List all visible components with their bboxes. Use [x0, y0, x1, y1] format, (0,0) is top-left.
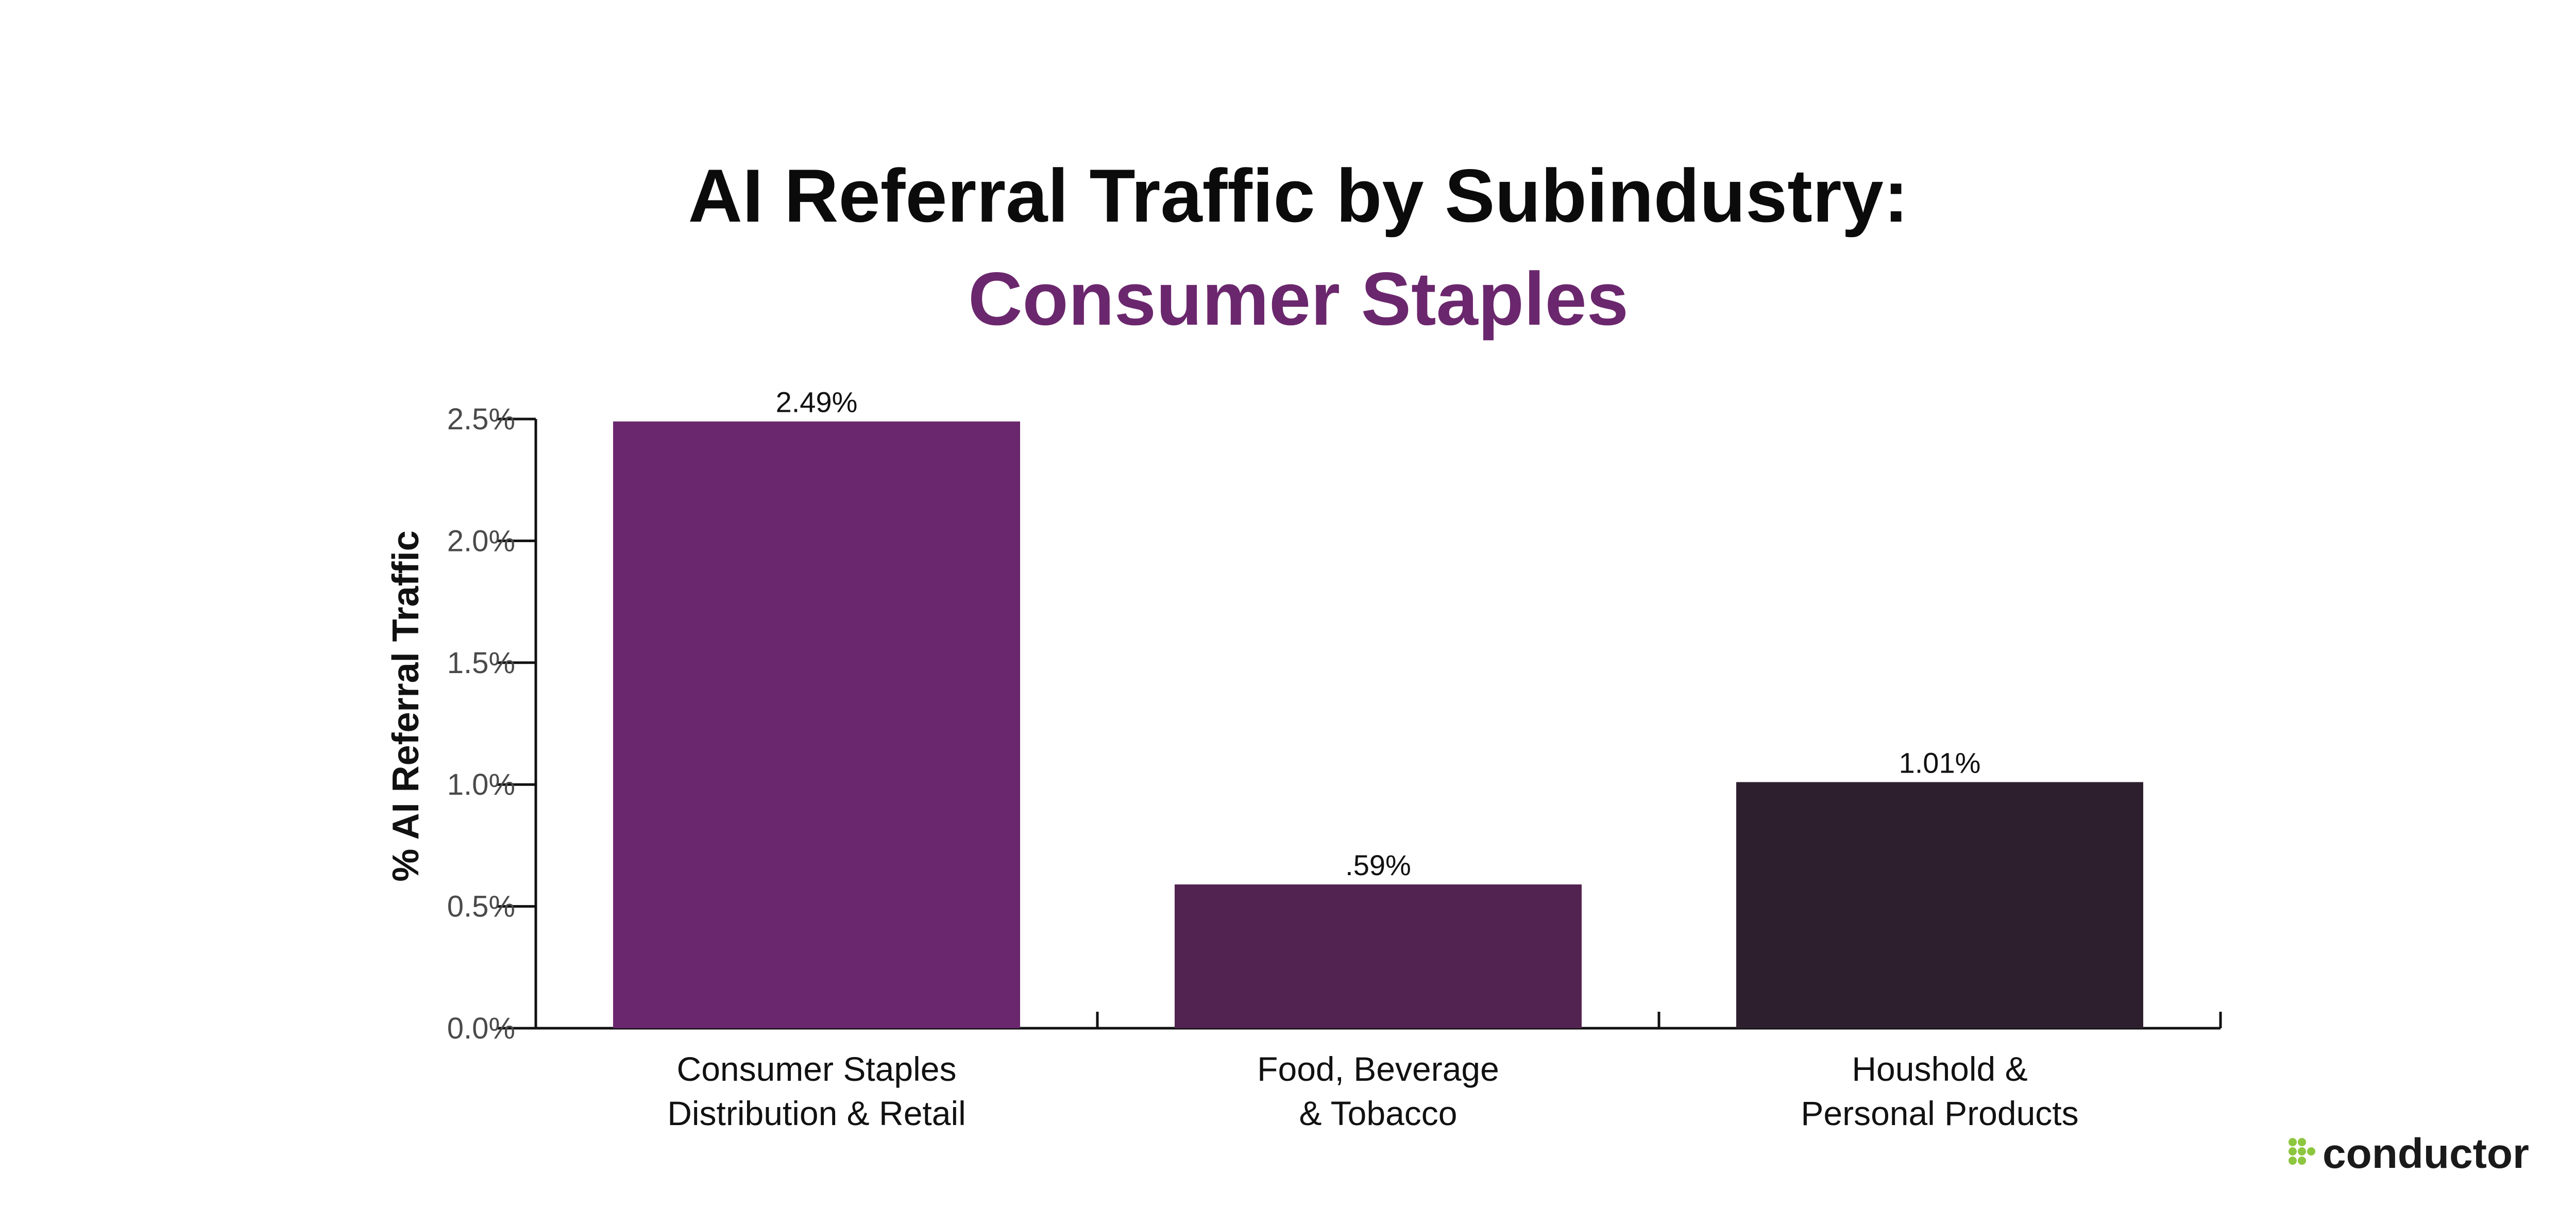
logo-text: conductor: [2323, 1130, 2529, 1177]
bar: [613, 421, 1020, 1028]
y-tick-label: 0.0%: [447, 1012, 515, 1045]
logo-dot: [2289, 1138, 2297, 1146]
bar: [1736, 782, 2143, 1028]
logo-dot: [2298, 1157, 2306, 1165]
bar-value-label: 2.49%: [776, 386, 858, 419]
logo-dot: [2289, 1147, 2297, 1156]
category-label: & Tobacco: [1299, 1094, 1458, 1132]
bar-value-label: .59%: [1345, 849, 1411, 881]
chart-title: AI Referral Traffic by Subindustry:: [688, 154, 1909, 238]
logo-dot: [2289, 1157, 2297, 1165]
y-tick-label: 1.5%: [447, 646, 515, 680]
y-tick-label: 2.5%: [447, 403, 515, 436]
logo-dot: [2298, 1138, 2306, 1146]
conductor-logo: conductor: [2289, 1130, 2529, 1177]
bar: [1175, 884, 1582, 1028]
category-label: Distribution & Retail: [667, 1094, 966, 1132]
category-label: Houshold &: [1852, 1050, 2027, 1088]
y-tick-label: 2.0%: [447, 524, 515, 558]
y-axis-label: % AI Referral Traffic: [385, 530, 427, 882]
category-label: Food, Beverage: [1257, 1050, 1499, 1088]
logo-dot: [2307, 1147, 2315, 1156]
logo-dot: [2298, 1147, 2306, 1156]
chart-subtitle: Consumer Staples: [968, 257, 1629, 341]
category-label: Personal Products: [1801, 1094, 2078, 1132]
y-tick-label: 0.5%: [447, 890, 515, 924]
bar-value-label: 1.01%: [1899, 746, 1981, 779]
y-tick-label: 1.0%: [447, 768, 515, 801]
category-label: Consumer Staples: [677, 1050, 957, 1088]
plot-area: 0.0% 0.5% 1.0% 1.5% 2.0% 2.5% 2.49% Consumer St…: [447, 386, 2222, 1132]
conductor-dots-icon: [2289, 1138, 2315, 1165]
